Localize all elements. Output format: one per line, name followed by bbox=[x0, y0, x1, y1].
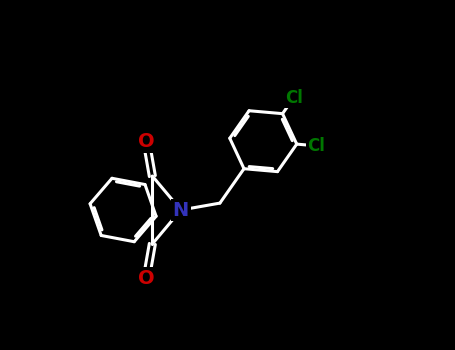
Text: Cl: Cl bbox=[285, 89, 303, 107]
Text: N: N bbox=[173, 201, 189, 219]
Text: Cl: Cl bbox=[307, 137, 325, 155]
Text: O: O bbox=[138, 132, 155, 151]
Text: O: O bbox=[138, 269, 155, 288]
